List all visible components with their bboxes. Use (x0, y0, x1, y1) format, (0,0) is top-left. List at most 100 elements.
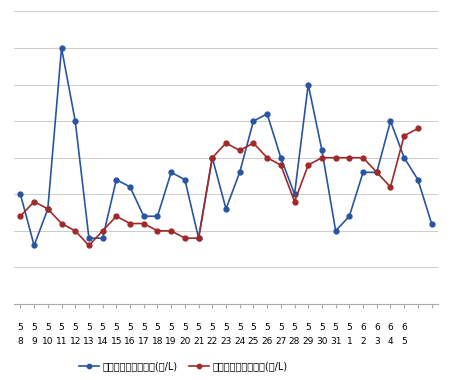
Text: 5: 5 (168, 323, 174, 332)
Text: 15: 15 (110, 337, 122, 346)
レギュラー実売価格(円/L) (182, 236, 187, 241)
Text: 5: 5 (113, 323, 119, 332)
レギュラー実売価格(円/L) (127, 221, 133, 226)
Text: 9: 9 (31, 337, 37, 346)
Text: 25: 25 (247, 337, 258, 346)
レギュラー実売価格(円/L) (236, 148, 242, 153)
レギュラー実売価格(円/L) (346, 155, 351, 160)
レギュラー看板価格(円/L) (209, 155, 215, 160)
レギュラー看板価格(円/L) (250, 119, 256, 124)
レギュラー看板価格(円/L) (168, 170, 174, 174)
Text: 26: 26 (261, 337, 272, 346)
レギュラー看板価格(円/L) (141, 214, 146, 218)
レギュラー実売価格(円/L) (332, 155, 338, 160)
レギュラー実売価格(円/L) (168, 228, 174, 233)
Text: 16: 16 (124, 337, 135, 346)
レギュラー看板価格(円/L) (100, 236, 105, 241)
Text: 22: 22 (206, 337, 217, 346)
レギュラー実売価格(円/L) (18, 214, 23, 218)
Text: 5: 5 (72, 323, 78, 332)
レギュラー実売価格(円/L) (305, 163, 310, 167)
Legend: レギュラー看板価格(円/L), レギュラー実売価格(円/L): レギュラー看板価格(円/L), レギュラー実売価格(円/L) (75, 358, 291, 375)
レギュラー実売価格(円/L) (72, 228, 78, 233)
レギュラー実売価格(円/L) (373, 170, 379, 174)
レギュラー看板価格(円/L) (373, 170, 379, 174)
Text: 6: 6 (400, 323, 406, 332)
レギュラー看板価格(円/L) (318, 148, 324, 153)
Text: 5: 5 (318, 323, 324, 332)
Text: 1: 1 (346, 337, 351, 346)
レギュラー実売価格(円/L) (141, 221, 146, 226)
レギュラー実売価格(円/L) (291, 199, 297, 204)
レギュラー看板価格(円/L) (277, 155, 283, 160)
Text: 5: 5 (332, 323, 338, 332)
レギュラー看板価格(円/L) (305, 82, 310, 87)
Text: 5: 5 (400, 337, 406, 346)
レギュラー看板価格(円/L) (359, 170, 365, 174)
Line: レギュラー看板価格(円/L): レギュラー看板価格(円/L) (18, 46, 433, 248)
Text: 19: 19 (165, 337, 176, 346)
Text: 6: 6 (387, 323, 392, 332)
Text: 5: 5 (305, 323, 310, 332)
Text: 5: 5 (31, 323, 37, 332)
Text: 23: 23 (220, 337, 231, 346)
レギュラー看板価格(円/L) (414, 177, 420, 182)
レギュラー実売価格(円/L) (59, 221, 64, 226)
Text: 28: 28 (288, 337, 299, 346)
Text: 8: 8 (18, 337, 23, 346)
レギュラー看板価格(円/L) (127, 185, 133, 189)
レギュラー実売価格(円/L) (318, 155, 324, 160)
レギュラー実売価格(円/L) (31, 199, 37, 204)
Text: 29: 29 (302, 337, 313, 346)
レギュラー実売価格(円/L) (277, 163, 283, 167)
レギュラー実売価格(円/L) (359, 155, 365, 160)
レギュラー看板価格(円/L) (86, 236, 92, 241)
レギュラー看板価格(円/L) (387, 119, 392, 124)
Text: 20: 20 (179, 337, 190, 346)
Text: 5: 5 (236, 323, 242, 332)
Text: 5: 5 (182, 323, 187, 332)
Text: 5: 5 (250, 323, 256, 332)
レギュラー看板価格(円/L) (45, 207, 51, 211)
Text: 4: 4 (387, 337, 392, 346)
レギュラー看板価格(円/L) (18, 192, 23, 196)
レギュラー実売価格(円/L) (86, 243, 92, 248)
レギュラー看板価格(円/L) (182, 177, 187, 182)
Text: 5: 5 (277, 323, 283, 332)
Text: 5: 5 (154, 323, 160, 332)
Text: 13: 13 (83, 337, 94, 346)
Text: 10: 10 (42, 337, 54, 346)
レギュラー実売価格(円/L) (113, 214, 119, 218)
Text: 24: 24 (234, 337, 245, 346)
レギュラー実売価格(円/L) (100, 228, 105, 233)
レギュラー看板価格(円/L) (195, 236, 201, 241)
Text: 5: 5 (127, 323, 133, 332)
Text: 11: 11 (55, 337, 67, 346)
Text: 14: 14 (97, 337, 108, 346)
Text: 2: 2 (359, 337, 365, 346)
Text: 5: 5 (100, 323, 105, 332)
レギュラー看板価格(円/L) (31, 243, 37, 248)
レギュラー実売価格(円/L) (400, 133, 406, 138)
レギュラー実売価格(円/L) (414, 126, 420, 131)
Text: 17: 17 (138, 337, 149, 346)
Text: 5: 5 (18, 323, 23, 332)
Text: 31: 31 (329, 337, 341, 346)
レギュラー実売価格(円/L) (195, 236, 201, 241)
Text: 5: 5 (45, 323, 51, 332)
レギュラー実売価格(円/L) (264, 155, 269, 160)
Text: 3: 3 (373, 337, 379, 346)
レギュラー看板価格(円/L) (346, 214, 351, 218)
レギュラー看板価格(円/L) (332, 228, 338, 233)
Text: 5: 5 (223, 323, 228, 332)
Text: 30: 30 (316, 337, 327, 346)
レギュラー実売価格(円/L) (154, 228, 160, 233)
Text: 5: 5 (264, 323, 269, 332)
レギュラー実売価格(円/L) (250, 141, 256, 145)
Text: 5: 5 (195, 323, 201, 332)
レギュラー実売価格(円/L) (387, 185, 392, 189)
Text: 6: 6 (359, 323, 365, 332)
レギュラー看板価格(円/L) (223, 207, 228, 211)
レギュラー看板価格(円/L) (428, 221, 433, 226)
Text: 5: 5 (346, 323, 351, 332)
